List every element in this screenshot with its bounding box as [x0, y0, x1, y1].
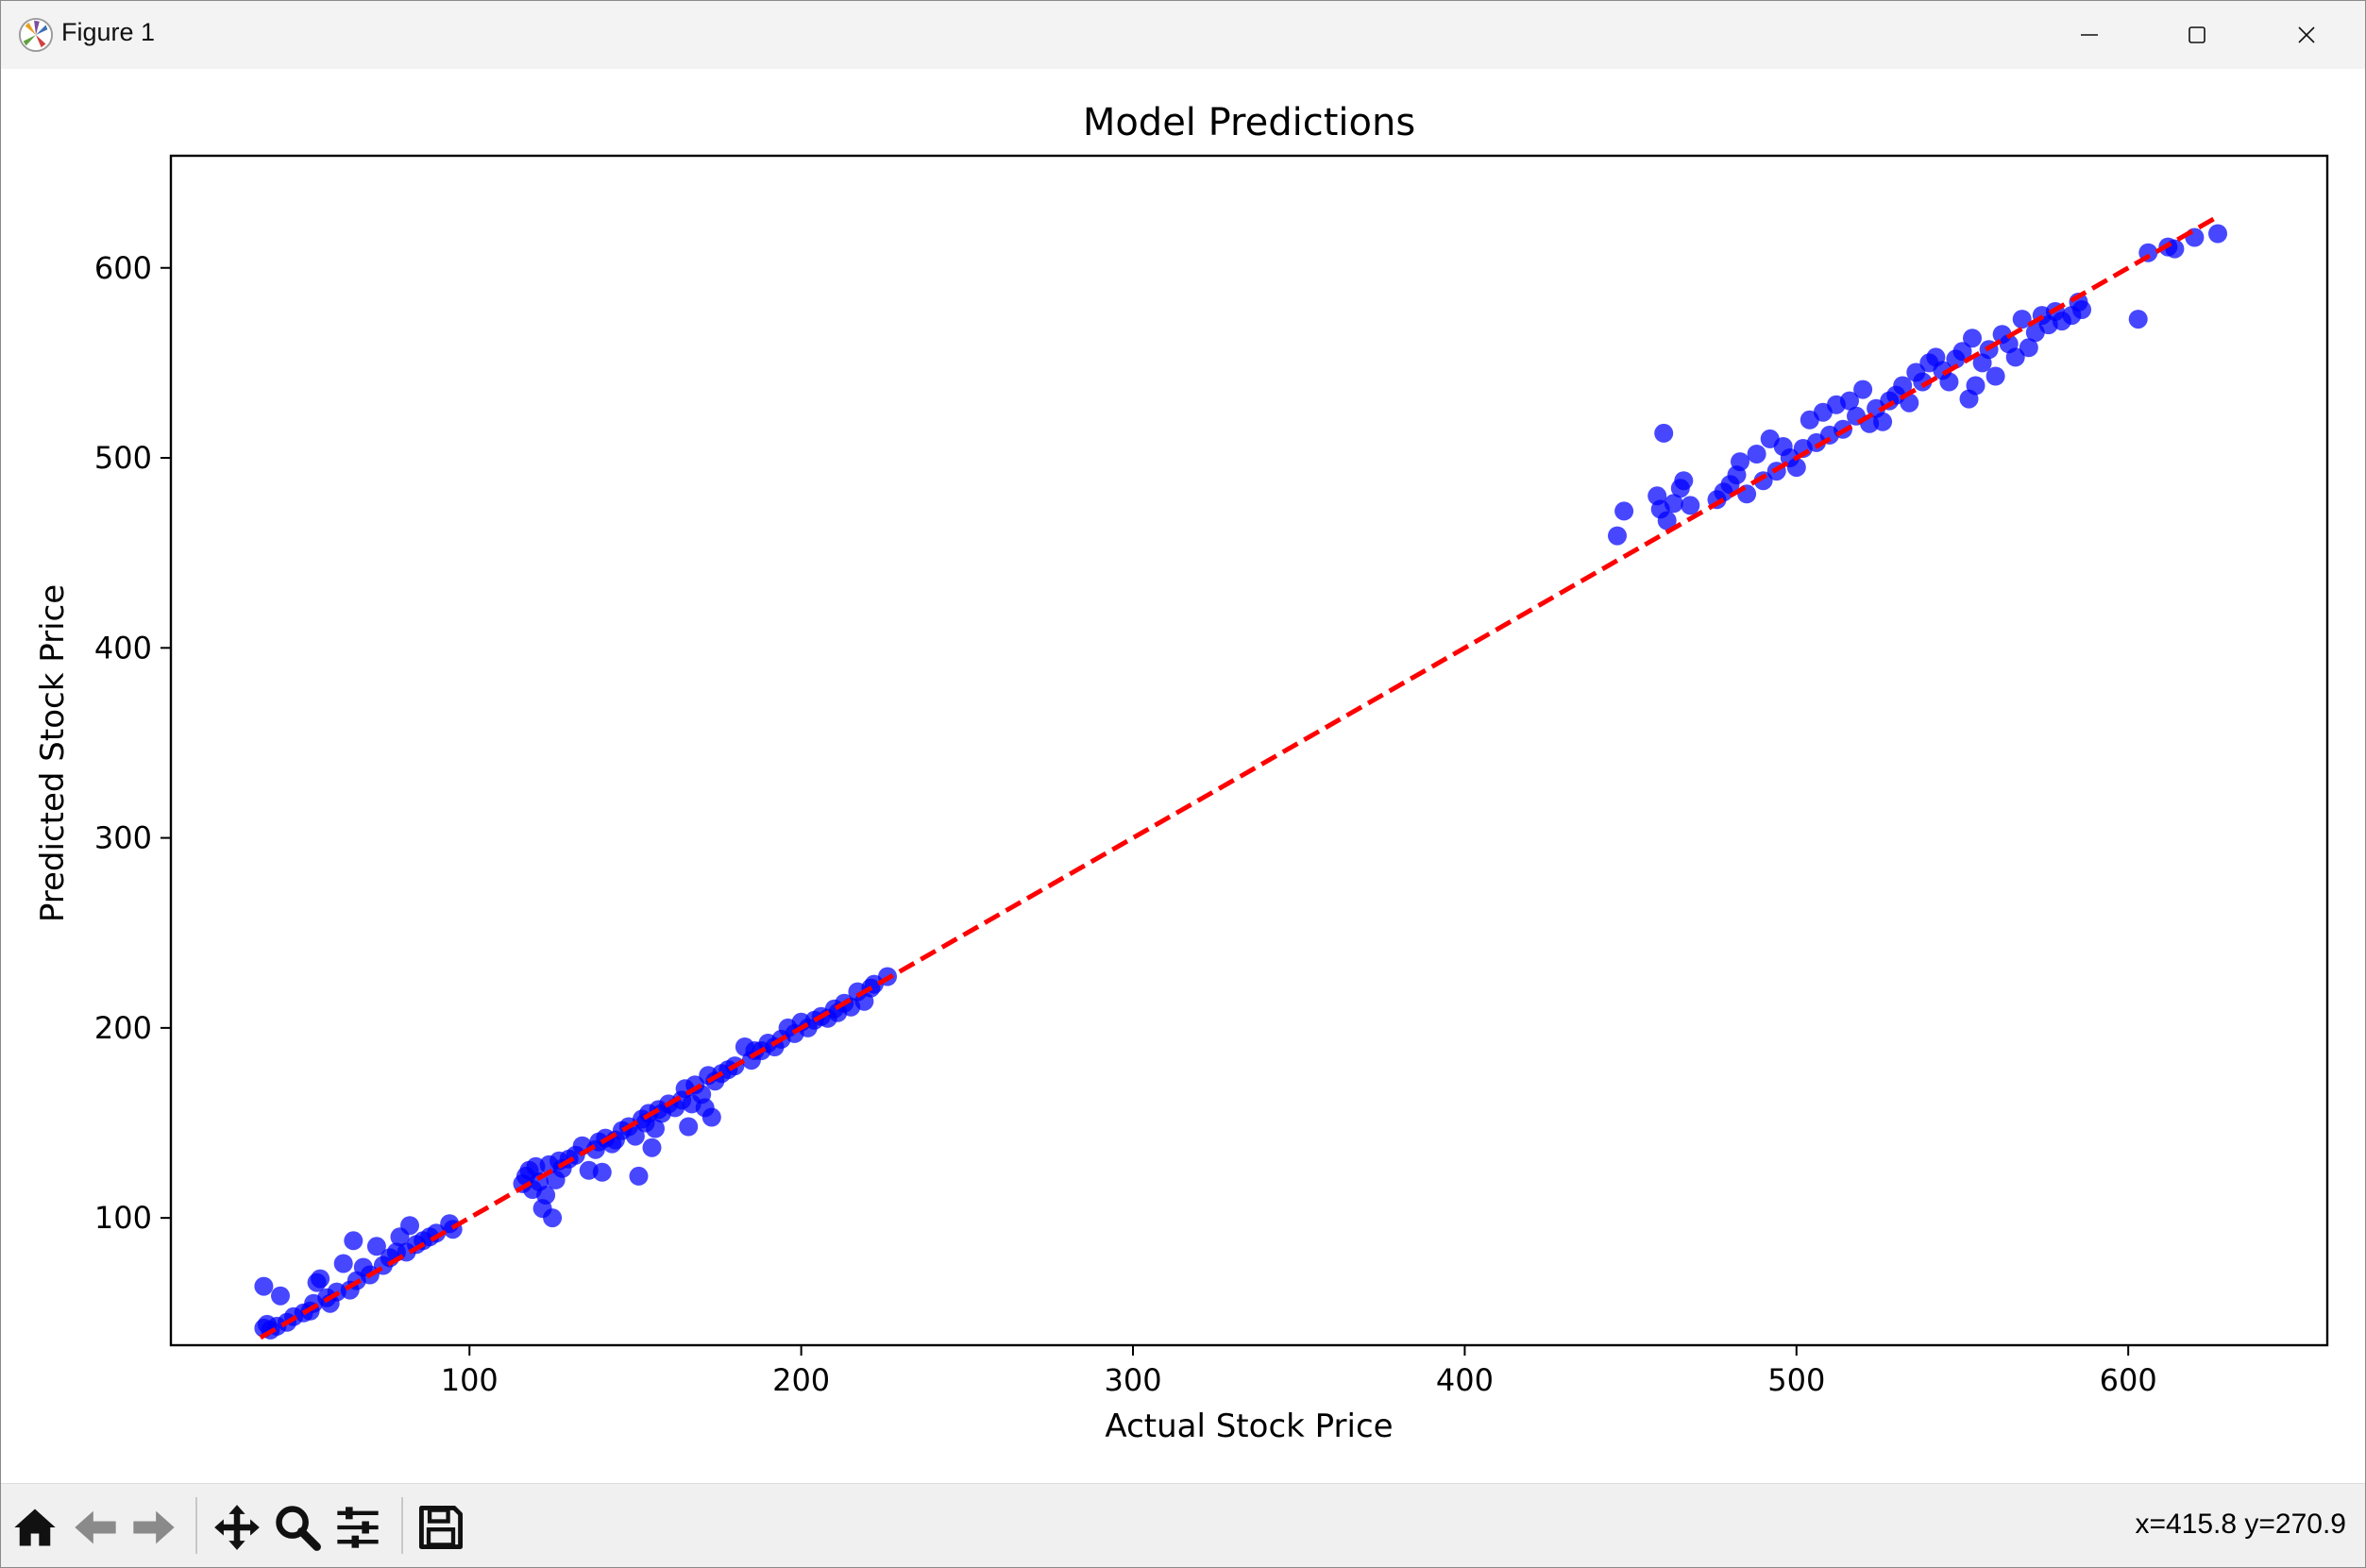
x-tick-label: 200	[772, 1362, 830, 1398]
data-point-12	[311, 1269, 330, 1289]
data-point-157	[1966, 376, 1986, 396]
data-point-65	[642, 1138, 662, 1157]
data-point-113	[1664, 494, 1683, 514]
y-tick-label: 200	[94, 1010, 152, 1046]
data-point-152	[1939, 372, 1959, 392]
save-button[interactable]	[414, 1501, 467, 1554]
maximize-icon	[2189, 26, 2205, 43]
title-bar[interactable]: Figure 1	[1, 1, 2365, 69]
data-point-18	[344, 1231, 363, 1251]
y-tick-label: 300	[94, 820, 152, 856]
x-tick-label: 400	[1436, 1362, 1494, 1398]
x-axis-label: Actual Stock Price	[1105, 1408, 1393, 1445]
data-point-156	[1963, 329, 1982, 348]
data-point-121	[1731, 452, 1749, 472]
data-point-142	[1873, 412, 1893, 431]
data-point-44	[543, 1208, 563, 1228]
toolbar-separator	[401, 1497, 403, 1554]
chart-title: Model Predictions	[1083, 101, 1415, 144]
data-point-178	[2185, 228, 2205, 247]
data-point-163	[2005, 347, 2025, 367]
x-tick-label: 500	[1767, 1362, 1825, 1398]
data-point-61	[629, 1166, 649, 1186]
cursor-coordinates: x=415.8 y=270.9	[2135, 1509, 2346, 1540]
data-point-111	[1654, 423, 1674, 443]
x-tick-label: 100	[441, 1362, 499, 1398]
data-point-115	[1674, 471, 1694, 491]
close-icon	[2298, 26, 2315, 43]
navigation-toolbar: x=415.8 y=270.9	[1, 1483, 2365, 1567]
data-point-73	[679, 1117, 699, 1137]
back-button[interactable]	[69, 1501, 122, 1554]
data-point-123	[1747, 445, 1766, 464]
data-point-22	[366, 1237, 386, 1256]
data-point-160	[1986, 366, 2005, 386]
back-arrow-icon	[75, 1510, 116, 1544]
data-point-145	[1893, 376, 1913, 396]
figure-canvas[interactable]: Model Predictions 100 200 300 400 500 600 100…	[1, 69, 2365, 1483]
data-point-122	[1737, 484, 1757, 504]
pan-move-icon	[214, 1505, 260, 1550]
data-point-5	[271, 1286, 290, 1306]
data-point-139	[1853, 379, 1873, 399]
reference-line-layer	[259, 214, 2220, 1340]
data-point-116	[1681, 496, 1700, 515]
x-tick-label: 300	[1104, 1362, 1161, 1398]
data-point-60	[625, 1126, 645, 1146]
data-point-42	[536, 1186, 556, 1205]
reference-line	[259, 214, 2220, 1340]
data-point-124	[1753, 471, 1773, 491]
y-tick-label: 100	[94, 1200, 152, 1236]
data-point-137	[1840, 391, 1859, 411]
data-point-174	[2128, 310, 2148, 329]
configure-subplots-button[interactable]	[331, 1501, 384, 1554]
forward-button[interactable]	[127, 1501, 180, 1554]
data-point-16	[333, 1254, 353, 1273]
data-point-129	[1786, 458, 1806, 478]
data-point-79	[701, 1107, 721, 1127]
window-title: Figure 1	[61, 18, 156, 46]
x-tick-label: 600	[2100, 1362, 2157, 1398]
data-point-165	[2019, 338, 2038, 358]
home-icon	[14, 1509, 56, 1546]
home-button[interactable]	[8, 1501, 61, 1554]
data-point-28	[400, 1216, 419, 1236]
data-point-112	[1657, 511, 1677, 531]
data-point-54	[592, 1162, 612, 1182]
data-point-108	[1614, 501, 1634, 521]
toolbar-separator	[195, 1497, 197, 1554]
axes-frame	[169, 154, 2329, 1347]
scatter-plot: Model Predictions 100 200 300 400 500 600 100…	[34, 101, 2329, 1445]
maximize-button[interactable]	[2144, 1, 2250, 69]
y-axis-ticks: 100 200 300 400 500 600	[94, 250, 171, 1236]
data-point-154	[1952, 342, 1972, 362]
configure-subplots-icon	[337, 1507, 379, 1548]
data-point-107	[1608, 526, 1627, 546]
y-tick-label: 400	[94, 630, 152, 666]
data-point-164	[2012, 310, 2032, 329]
minimize-icon	[2081, 34, 2098, 36]
save-disk-icon	[418, 1505, 464, 1550]
data-point-148	[1913, 372, 1933, 392]
y-axis-label: Predicted Stock Price	[34, 584, 72, 922]
forward-arrow-icon	[133, 1510, 175, 1544]
close-button[interactable]	[2254, 1, 2359, 69]
y-tick-label: 500	[94, 440, 152, 476]
y-tick-label: 600	[94, 250, 152, 286]
data-point-173	[2072, 300, 2091, 319]
data-point-179	[2208, 224, 2227, 244]
zoom-button[interactable]	[271, 1501, 324, 1554]
data-point-177	[2165, 239, 2185, 259]
data-point-66	[646, 1119, 665, 1138]
minimize-button[interactable]	[2036, 1, 2142, 69]
zoom-magnifier-icon	[276, 1506, 321, 1551]
pan-button[interactable]	[211, 1501, 263, 1554]
data-point-1	[254, 1276, 274, 1296]
x-axis-ticks: 100 200 300 400 500 600	[441, 1345, 2157, 1398]
matplotlib-logo-icon	[18, 17, 54, 53]
